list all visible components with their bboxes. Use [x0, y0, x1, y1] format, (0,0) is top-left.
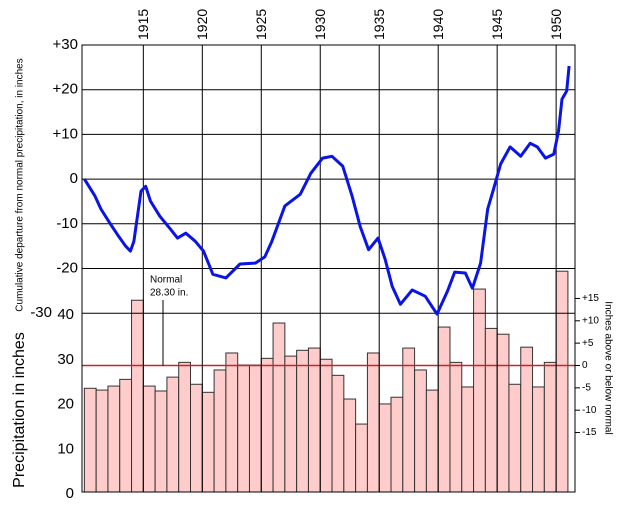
- bar: [532, 386, 545, 493]
- bar: [296, 349, 309, 493]
- y-tick-label: 40: [57, 306, 74, 323]
- y-tick-label: +20: [53, 81, 78, 98]
- bar: [449, 361, 463, 493]
- bar: [119, 378, 133, 493]
- bar: [390, 396, 404, 493]
- bar: [543, 361, 557, 493]
- bar: [178, 361, 192, 493]
- y-tick-label: 30: [57, 351, 74, 368]
- x-tick-label: 1945: [489, 9, 505, 40]
- y2-tick-label: -10: [582, 405, 597, 416]
- x-tick-label: 1940: [430, 9, 446, 40]
- y2-tick-label: +10: [582, 315, 599, 326]
- bar: [83, 387, 97, 493]
- bar: [425, 389, 439, 493]
- bar: [378, 403, 392, 493]
- y-axis-title: Precipitation in inches: [11, 332, 28, 488]
- bar: [237, 364, 250, 493]
- departure-line: [83, 65, 571, 316]
- bar: [225, 352, 239, 493]
- y-tick-label: +10: [53, 125, 78, 142]
- bar: [107, 385, 121, 493]
- annotation: 28.30 in.: [150, 288, 188, 299]
- bar: [437, 326, 451, 493]
- bar: [284, 355, 298, 493]
- bar: [248, 364, 262, 493]
- bar: [95, 389, 109, 493]
- y-axis-title: Cumulative departure from normal precipi…: [15, 58, 26, 311]
- bar: [496, 333, 510, 493]
- bar: [555, 270, 569, 493]
- bar: [366, 352, 380, 493]
- y2-tick-label: +5: [582, 338, 594, 349]
- y-tick-label: 0: [66, 485, 74, 502]
- bar: [201, 391, 215, 493]
- y2-tick-label: +15: [582, 293, 599, 304]
- bar: [272, 322, 286, 493]
- bar: [520, 346, 534, 493]
- x-tick-label: 1915: [135, 9, 151, 40]
- bar: [307, 347, 321, 493]
- bar: [142, 385, 156, 493]
- bar: [355, 423, 368, 493]
- bar: [131, 299, 144, 493]
- bar: [402, 347, 416, 493]
- x-tick-label: 1950: [548, 9, 564, 40]
- bar: [213, 369, 227, 493]
- bar: [508, 383, 522, 493]
- annotation: Normal: [150, 275, 182, 286]
- y-tick-label: -20: [56, 259, 78, 276]
- x-tick-label: 1935: [371, 9, 387, 40]
- x-tick-label: 1920: [194, 9, 210, 40]
- bar: [484, 327, 498, 493]
- x-tick-label: 1930: [312, 9, 328, 40]
- bar: [473, 288, 486, 493]
- bar: [260, 357, 274, 493]
- y2-tick-label: -5: [582, 382, 591, 393]
- x-tick-label: 1925: [253, 9, 269, 40]
- bar: [461, 386, 475, 493]
- y2-axis-title: Inches above or below normal: [602, 301, 613, 434]
- bar: [331, 374, 345, 493]
- y-tick-label: 0: [70, 170, 78, 187]
- bar: [166, 376, 180, 493]
- y2-tick-label: -15: [582, 427, 597, 438]
- plot-frame: [81, 44, 576, 493]
- y-tick-label: 10: [57, 440, 74, 457]
- y-tick-label: -30: [30, 304, 52, 321]
- y-tick-label: +30: [53, 36, 78, 53]
- bar: [414, 369, 427, 493]
- bar: [343, 398, 357, 493]
- bar: [190, 383, 203, 493]
- y-tick-label: -10: [56, 215, 78, 232]
- y2-tick-label: 0: [582, 360, 588, 371]
- bar: [154, 390, 168, 493]
- bar: [319, 358, 333, 493]
- y-tick-label: 20: [57, 396, 74, 413]
